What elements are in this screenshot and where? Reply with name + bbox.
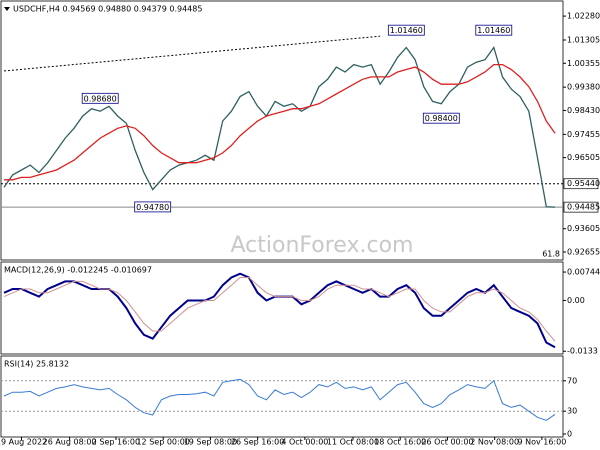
panel-title: RSI(14) 25.8132 [4, 360, 69, 369]
y-tick-label: 30 [567, 407, 577, 416]
x-tick-label: 12 Sep 00:00 [136, 438, 189, 447]
x-tick-label: 4 Oct 00:00 [281, 438, 328, 447]
series-line [3, 46, 556, 208]
fib-label: 61.8 [542, 250, 560, 259]
level-label: 0.95440 [567, 179, 600, 188]
panel-frame [0, 0, 564, 261]
price-label: 0.94780 [136, 203, 169, 212]
price-label: 0.98400 [425, 114, 458, 123]
series-line [4, 63, 556, 181]
trendline [3, 35, 381, 72]
y-tick-label: 0.00 [567, 296, 585, 305]
x-tick-label: 19 Sep 08:00 [184, 438, 237, 447]
price-label: 1.01460 [477, 26, 510, 35]
price-label: 1.01460 [390, 26, 423, 35]
y-tick-label: 0.93605 [567, 224, 600, 233]
x-tick-label: 9 Nov 16:00 [517, 438, 566, 447]
y-tick-label: 1.01305 [567, 35, 600, 44]
price-label-box [81, 92, 119, 104]
x-tick-label: 11 Oct 08:00 [327, 438, 379, 447]
price-label-box [134, 201, 172, 213]
panel-frame [0, 355, 564, 438]
price-label: 0.98680 [84, 94, 117, 103]
panel-title: MACD(12,26,9) -0.012245 -0.010697 [4, 266, 152, 275]
level-label-box [563, 178, 599, 190]
x-tick-label: 19 Aug 2022 [0, 438, 47, 447]
x-tick-label: 18 Oct 16:00 [374, 438, 426, 447]
y-tick-label: 0.99380 [567, 83, 600, 92]
y-tick-label: -0.0133 [567, 347, 598, 356]
y-tick-label: 0.98430 [567, 106, 600, 115]
y-tick-label: 0.96505 [567, 153, 600, 162]
y-tick-label: 70 [567, 376, 577, 385]
series-line [3, 277, 556, 342]
y-tick-label: 0 [567, 430, 572, 439]
series-line [3, 378, 556, 421]
series-line [3, 272, 556, 349]
price-label-box [475, 24, 513, 36]
level-label-box [563, 201, 599, 213]
level-label: 0.94485 [567, 203, 600, 212]
x-tick-label: 2 Sep 16:00 [92, 438, 140, 447]
title-icon [4, 7, 10, 11]
x-tick-label: 26 Aug 08:00 [43, 438, 97, 447]
x-tick-label: 2 Nov 08:00 [470, 438, 519, 447]
y-tick-label: 1.00355 [567, 59, 600, 68]
y-tick-label: 0.92655 [567, 247, 600, 256]
price-label-box [387, 24, 425, 36]
y-tick-label: 0.97455 [567, 130, 600, 139]
x-tick-label: 26 Sep 16:00 [231, 438, 284, 447]
watermark: ActionForex.com [231, 233, 414, 258]
price-label-box [422, 112, 460, 124]
x-tick-label: 26 Oct 00:00 [421, 438, 473, 447]
y-tick-label: 1.02280 [567, 12, 600, 21]
panel-title: USDCHF,H4 0.94569 0.94880 0.94379 0.9448… [13, 5, 202, 14]
panel-frame [0, 261, 564, 355]
y-tick-label: 0.00744 [567, 268, 600, 277]
